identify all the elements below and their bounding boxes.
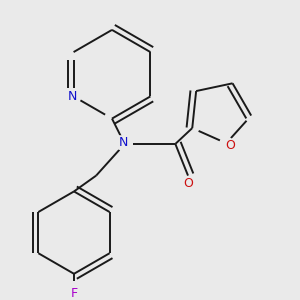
Text: N: N (118, 136, 128, 149)
Text: O: O (225, 139, 235, 152)
Text: O: O (184, 177, 194, 190)
Text: F: F (70, 287, 77, 300)
Text: N: N (67, 90, 77, 103)
